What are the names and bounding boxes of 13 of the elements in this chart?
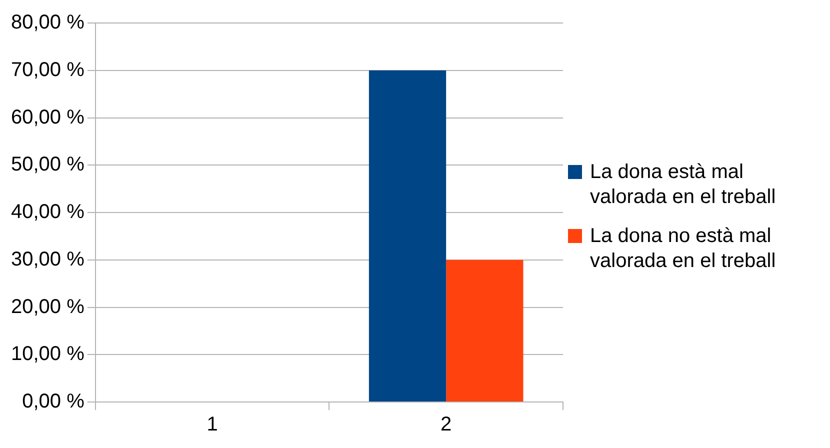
y-tick-label: 10,00 % bbox=[11, 343, 85, 366]
y-tick-label: 20,00 % bbox=[11, 296, 85, 318]
y-tick-label: 0,00 % bbox=[22, 390, 85, 413]
legend-label: La dona està mal valorada en el treball bbox=[590, 160, 777, 210]
y-tick-label: 80,00 % bbox=[11, 12, 85, 34]
legend-label: La dona no està mal valorada en el treball bbox=[590, 224, 777, 274]
y-tick-label: 70,00 % bbox=[11, 58, 85, 81]
y-tick-label: 30,00 % bbox=[11, 248, 85, 270]
x-tick-label: 1 bbox=[206, 414, 218, 436]
y-tick-label: 50,00 % bbox=[11, 154, 85, 176]
y-tick-label: 60,00 % bbox=[11, 106, 85, 128]
y-tick-label: 40,00 % bbox=[11, 201, 85, 224]
x-tick-label: 2 bbox=[440, 414, 452, 436]
